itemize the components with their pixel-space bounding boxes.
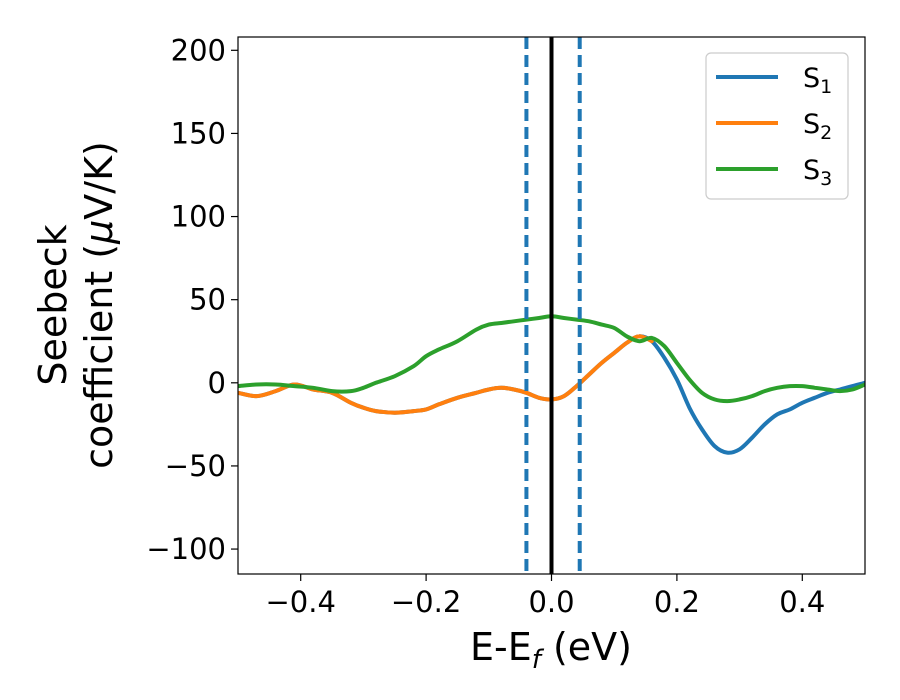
x-axis-title: E-Ef (eV) <box>470 625 632 675</box>
x-tick-label: 0.0 <box>528 585 574 619</box>
legend: S1 S2 S3 <box>705 52 849 200</box>
series-layer <box>238 314 865 455</box>
y-tick-label: −50 <box>165 449 226 483</box>
legend-entries: S1 S2 S3 <box>716 63 832 190</box>
y-axis-title-line2: coefficient (μV/K) <box>77 141 121 469</box>
series-line-s3 <box>238 314 865 404</box>
reference-lines <box>524 37 582 574</box>
y-axis-title-line1: Seebeck <box>31 224 75 385</box>
legend-box <box>705 52 849 200</box>
x-tick-label: 0.2 <box>654 585 700 619</box>
legend-label-s1: S1 <box>803 63 832 98</box>
y-tick-label: −100 <box>146 532 226 566</box>
y-tick-label: 100 <box>171 200 226 234</box>
x-tick-label: −0.4 <box>265 585 335 619</box>
x-tick-label: −0.2 <box>391 585 461 619</box>
y-tick-label: 50 <box>189 283 226 317</box>
y-tick-label: 0 <box>208 366 226 400</box>
y-axis-title: Seebeck coefficient (μV/K) <box>31 141 121 469</box>
x-tick-label: 0.4 <box>779 585 825 619</box>
legend-label-s3: S3 <box>803 155 832 190</box>
x-axis-ticks: −0.4 −0.2 0.0 0.2 0.4 <box>265 574 825 619</box>
y-tick-label: 200 <box>171 33 226 67</box>
y-tick-label: 150 <box>171 116 226 150</box>
legend-label-s2: S2 <box>803 109 832 144</box>
y-axis-ticks: −100 −50 0 50 100 150 200 <box>146 33 238 566</box>
